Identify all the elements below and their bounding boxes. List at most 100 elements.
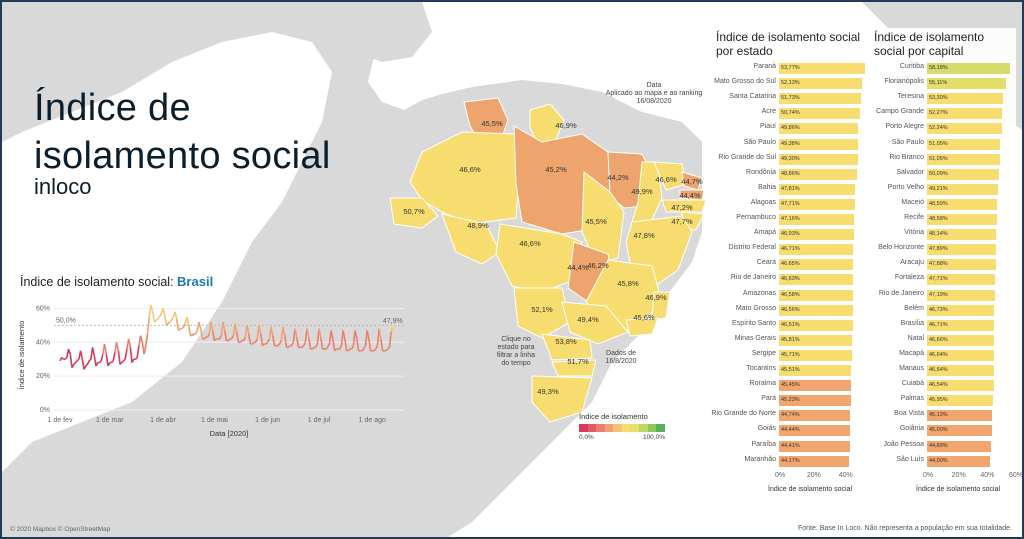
rank-bar[interactable]: 47,19% (927, 289, 995, 301)
rank-row[interactable]: Palmas 45,95% (872, 394, 1016, 407)
line-chart[interactable]: 0% 20% 40% 60% 50,0% 47,9% 1 de fev 1 de mar 1 d… (12, 292, 412, 464)
rank-bar[interactable]: 44,74% (779, 410, 851, 422)
rank-bar[interactable]: 44,44% (779, 425, 850, 437)
rank-bar[interactable]: 44,00% (927, 455, 991, 467)
rank-row[interactable]: Porto Alegre 52,24% (872, 122, 1016, 135)
rank-row[interactable]: Goiás 44,44% (710, 424, 868, 437)
rank-bar[interactable]: 47,71% (779, 198, 855, 210)
rank-row[interactable]: Rio Grande do Sul 49,30% (710, 153, 868, 165)
rank-row[interactable]: Curitiba 58,18% (872, 62, 1016, 74)
rank-row[interactable]: Alagoas 47,71% (710, 198, 868, 210)
rank-bar[interactable]: 50,09% (927, 168, 999, 180)
rank-bar[interactable]: 46,54% (927, 380, 994, 392)
rank-bar[interactable]: 45,51% (779, 365, 852, 376)
rank-bar[interactable]: 46,64% (927, 349, 994, 361)
rank-row[interactable]: Pará 45,23% (710, 394, 868, 407)
rank-bar[interactable]: 46,58% (779, 289, 854, 301)
rank-bar[interactable]: 53,30% (927, 93, 1004, 105)
rank-bar[interactable]: 46,65% (779, 259, 854, 271)
rank-row[interactable]: Distrito Federal 46,71% (710, 243, 868, 256)
rank-row[interactable]: Goiânia 45,00% (872, 424, 1016, 437)
rank-bar[interactable]: 46,56% (779, 304, 854, 316)
rank-row[interactable]: Acre 50,74% (710, 107, 868, 120)
rank-row[interactable]: Fortaleza 47,71% (872, 273, 1016, 286)
rank-bar[interactable]: 48,59% (927, 198, 997, 210)
rank-bar[interactable]: 49,21% (927, 183, 998, 195)
rank-row[interactable]: Amazonas 46,58% (710, 289, 868, 301)
rank-bar[interactable]: 44,89% (927, 440, 992, 452)
rank-bar[interactable]: 45,23% (779, 395, 852, 407)
rank-row[interactable]: Maceió 48,59% (872, 198, 1016, 210)
rank-bar[interactable]: 49,30% (779, 153, 858, 165)
rank-row[interactable]: Florianópolis 55,11% (872, 77, 1016, 90)
rank-row[interactable]: Mato Grosso do Sul 52,13% (710, 77, 868, 90)
rank-row[interactable]: Belo Horizonte 47,89% (872, 243, 1016, 256)
rank-bar[interactable]: 49,38% (779, 138, 858, 150)
rank-bar[interactable]: 52,24% (927, 123, 1002, 135)
rank-row[interactable]: João Pessoa 44,89% (872, 440, 1016, 452)
rank-bar[interactable]: 45,00% (927, 425, 992, 437)
rank-row[interactable]: Natal 46,66% (872, 334, 1016, 346)
rank-row[interactable]: Porto Velho 49,21% (872, 183, 1016, 195)
rank-bar[interactable]: 46,73% (927, 304, 994, 316)
rank-bar[interactable]: 45,13% (927, 410, 992, 422)
rank-bar[interactable]: 44,41% (779, 440, 850, 452)
rank-row[interactable]: Sergipe 45,71% (710, 349, 868, 361)
rank-bar[interactable]: 51,73% (779, 93, 862, 105)
rank-row[interactable]: São Luís 44,00% (872, 455, 1016, 467)
rank-row[interactable]: Minas Gerais 45,81% (710, 334, 868, 346)
rank-row[interactable]: Pernambuco 47,16% (710, 213, 868, 225)
map-copyright[interactable]: © 2020 Mapbox © OpenStreetMap (10, 526, 111, 533)
rank-row[interactable]: Rio de Janeiro 46,63% (710, 273, 868, 286)
rank-bar[interactable]: 47,89% (927, 244, 996, 256)
rank-row[interactable]: Belém 46,73% (872, 304, 1016, 316)
rank-bar[interactable]: 46,63% (779, 274, 854, 286)
rank-bar[interactable]: 51,05% (927, 153, 1001, 165)
rank-row[interactable]: Paraná 53,77% (710, 62, 868, 74)
rank-bar[interactable]: 47,81% (779, 183, 856, 195)
rank-bar[interactable]: 46,51% (779, 319, 854, 331)
rank-row[interactable]: Boa Vista 45,13% (872, 409, 1016, 422)
rank-row[interactable]: Teresina 53,30% (872, 92, 1016, 105)
rank-bar[interactable]: 47,71% (927, 274, 996, 286)
date-value[interactable]: 16/08/2020 (636, 98, 672, 105)
rank-row[interactable]: Mato Grosso 46,56% (710, 304, 868, 316)
rank-bar[interactable]: 46,71% (779, 244, 854, 256)
rank-row[interactable]: Recife 48,58% (872, 213, 1016, 225)
rank-row[interactable]: Aracaju 47,88% (872, 258, 1016, 271)
rank-row[interactable]: Tocantins 45,51% (710, 364, 868, 376)
rank-bar[interactable]: 53,77% (779, 63, 865, 74)
rank-row[interactable]: Vitória 48,14% (872, 228, 1016, 241)
rank-bar[interactable]: 45,45% (779, 380, 852, 392)
rank-row[interactable]: Bahia 47,81% (710, 183, 868, 195)
rank-row[interactable]: Rio Branco 51,05% (872, 153, 1016, 165)
rank-bar[interactable]: 51,05% (927, 138, 1001, 150)
rank-row[interactable]: Espírito Santo 46,51% (710, 319, 868, 331)
rank-bar[interactable]: 46,64% (927, 365, 994, 376)
last-point[interactable] (390, 326, 395, 331)
rank-row[interactable]: Paraíba 44,41% (710, 440, 868, 452)
rank-bar[interactable]: 46,71% (927, 319, 994, 331)
rank-row[interactable]: Brasília 46,71% (872, 319, 1016, 331)
rank-row[interactable]: Piauí 49,86% (710, 122, 868, 135)
rank-bar[interactable]: 52,27% (927, 108, 1002, 120)
rank-bar[interactable]: 49,86% (779, 123, 859, 135)
ranking-capitals-rows[interactable]: Curitiba 58,18% Florianópolis 55,11% Teresin… (872, 62, 1016, 472)
rank-bar[interactable]: 45,71% (779, 349, 852, 361)
rank-row[interactable]: Rondônia 48,86% (710, 168, 868, 180)
rank-bar[interactable]: 50,74% (779, 108, 860, 120)
rank-row[interactable]: Manaus 46,64% (872, 364, 1016, 376)
rank-bar[interactable]: 46,93% (779, 229, 854, 241)
rank-row[interactable]: São Paulo 51,05% (872, 138, 1016, 150)
rank-row[interactable]: Roraima 45,45% (710, 379, 868, 392)
rank-bar[interactable]: 47,88% (927, 259, 996, 271)
rank-bar[interactable]: 48,14% (927, 229, 996, 241)
rank-row[interactable]: São Paulo 49,38% (710, 138, 868, 150)
rank-bar[interactable]: 45,81% (779, 334, 852, 346)
rank-row[interactable]: Ceará 46,65% (710, 258, 868, 271)
rank-row[interactable]: Cuiabá 46,54% (872, 379, 1016, 392)
rank-row[interactable]: Salvador 50,09% (872, 168, 1016, 180)
brazil-map[interactable] (389, 97, 707, 423)
rank-row[interactable]: Rio Grande do Norte 44,74% (710, 409, 868, 422)
rank-bar[interactable]: 58,18% (927, 63, 1011, 74)
